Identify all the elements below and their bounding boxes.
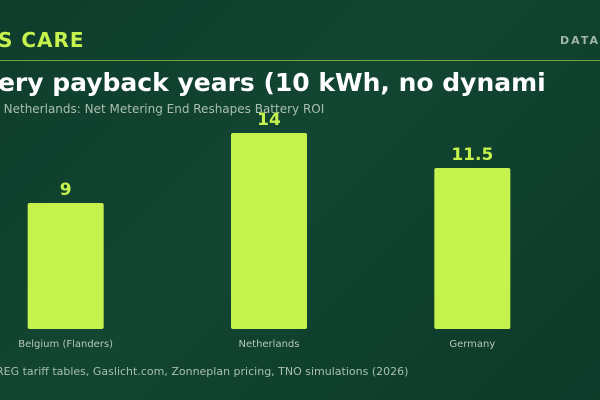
section-tag: DATA — [560, 34, 600, 47]
header-divider — [0, 60, 600, 61]
chart-subtitle: , Netherlands: Net Metering End Reshapes… — [0, 102, 325, 116]
value-label-0: 9 — [60, 180, 72, 200]
chart-title: tery payback years (10 kWh, no dynami — [0, 68, 546, 97]
x-tick-label-2: Germany — [449, 339, 495, 350]
value-label-1: 14 — [257, 110, 281, 130]
source-note: REG tariff tables, Gaslicht.com, Zonnepl… — [0, 365, 409, 378]
bar-2 — [434, 168, 511, 329]
bar-0 — [27, 203, 104, 329]
bar-1 — [231, 133, 307, 329]
x-tick-label-1: Netherlands — [239, 339, 300, 350]
brand-logo-text: S CARE — [0, 28, 85, 52]
x-tick-label-0: Belgium (Flanders) — [18, 339, 113, 350]
value-label-2: 11.5 — [451, 145, 493, 165]
